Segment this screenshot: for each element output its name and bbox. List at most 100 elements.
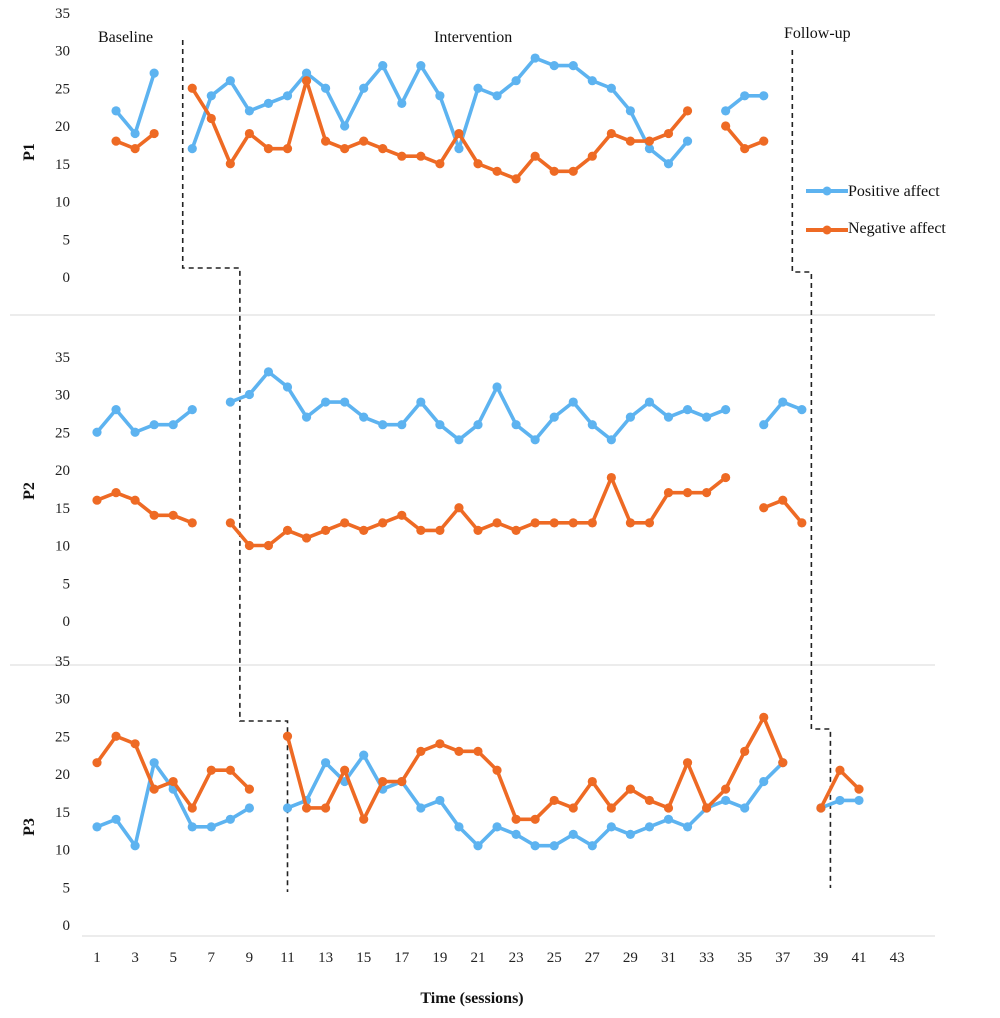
data-point-negative-affect-p1 xyxy=(130,144,140,154)
y-tick-label-p2: 0 xyxy=(63,614,71,630)
data-point-positive-affect-p3 xyxy=(130,841,140,851)
data-point-positive-affect-p3 xyxy=(111,814,121,824)
data-point-positive-affect-p2 xyxy=(568,397,578,407)
data-point-negative-affect-p3 xyxy=(835,765,845,775)
x-tick-label: 19 xyxy=(432,950,447,966)
data-point-negative-affect-p3 xyxy=(549,795,559,806)
data-point-negative-affect-p3 xyxy=(416,746,426,756)
data-point-positive-affect-p2 xyxy=(111,405,121,415)
data-point-negative-affect-p3 xyxy=(130,739,140,749)
x-tick-label: 25 xyxy=(547,950,562,966)
data-point-negative-affect-p1 xyxy=(492,166,502,176)
data-point-positive-affect-p2 xyxy=(244,389,254,400)
data-point-negative-affect-p1 xyxy=(187,83,197,93)
data-point-negative-affect-p2 xyxy=(797,518,807,528)
data-point-positive-affect-p2 xyxy=(797,405,807,415)
data-point-negative-affect-p2 xyxy=(321,525,331,536)
y-tick-label-p3: 20 xyxy=(55,767,70,783)
data-point-negative-affect-p2 xyxy=(492,518,502,528)
data-point-positive-affect-p2 xyxy=(549,412,559,422)
data-point-negative-affect-p3 xyxy=(625,784,636,794)
data-point-positive-affect-p1 xyxy=(587,76,597,86)
data-point-negative-affect-p2 xyxy=(340,518,350,528)
y-tick-label-p2: 5 xyxy=(63,576,71,592)
y-tick-label-p3: 0 xyxy=(63,918,71,934)
data-point-negative-affect-p2 xyxy=(244,540,254,551)
data-point-positive-affect-p2 xyxy=(473,420,483,430)
data-point-negative-affect-p3 xyxy=(111,731,121,741)
data-point-negative-affect-p1 xyxy=(644,136,655,146)
y-tick-label-p1: 5 xyxy=(63,232,71,248)
data-point-positive-affect-p2 xyxy=(225,397,235,407)
data-point-positive-affect-p3 xyxy=(149,758,159,768)
data-point-negative-affect-p2 xyxy=(702,488,712,498)
y-tick-label-p2: 30 xyxy=(55,388,70,404)
x-tick-label: 27 xyxy=(585,950,601,966)
legend-marker-positive-affect xyxy=(822,186,832,196)
data-point-positive-affect-p2 xyxy=(397,420,407,430)
data-point-positive-affect-p1 xyxy=(244,106,254,116)
data-point-positive-affect-p3 xyxy=(511,829,521,840)
data-point-negative-affect-p3 xyxy=(435,739,445,749)
data-point-positive-affect-p2 xyxy=(702,412,712,422)
data-point-positive-affect-p2 xyxy=(435,420,445,430)
data-point-positive-affect-p1 xyxy=(568,61,578,71)
data-point-positive-affect-p1 xyxy=(663,159,674,169)
data-point-positive-affect-p1 xyxy=(359,83,369,93)
phase-line-baseline-intervention xyxy=(181,40,289,892)
data-point-positive-affect-p1 xyxy=(454,144,464,154)
y-tick-label-p1: 30 xyxy=(55,44,70,60)
data-point-positive-affect-p2 xyxy=(759,420,769,430)
y-tick-label-p2: 25 xyxy=(55,425,70,441)
data-point-negative-affect-p3 xyxy=(721,784,731,794)
data-point-negative-affect-p3 xyxy=(854,784,864,794)
legend: Positive affect Negative affect xyxy=(806,183,946,237)
data-series xyxy=(92,53,864,851)
series-line-positive-affect-p1 xyxy=(114,71,156,136)
data-point-negative-affect-p3 xyxy=(321,803,331,813)
series-line-positive-affect-p2 xyxy=(95,407,195,435)
legend-label-negative-affect: Negative affect xyxy=(848,220,946,237)
x-axis-ticks: 1 3 5 7 9 11 13 15 17 19 21 23 25 27 29 31 33 35 37 39 41 43 xyxy=(93,950,904,966)
y-axis-ticks: 0 5 10 15 20 25 30 35 0 5 10 15 20 25 30 35 0 5 10 15 20 25 30… xyxy=(55,6,70,934)
data-point-positive-affect-p3 xyxy=(530,841,540,851)
x-tick-label: 35 xyxy=(737,950,752,966)
y-tick-label-p3: 15 xyxy=(55,805,70,821)
data-point-positive-affect-p3 xyxy=(206,822,216,832)
y-tick-label-p2: 10 xyxy=(55,539,70,555)
data-point-positive-affect-p1 xyxy=(759,91,769,101)
y-tick-label-p3: 35 xyxy=(55,654,70,670)
data-point-negative-affect-p1 xyxy=(759,136,769,146)
data-point-positive-affect-p1 xyxy=(225,76,235,86)
data-point-positive-affect-p3 xyxy=(282,803,293,813)
legend-label-positive-affect: Positive affect xyxy=(848,183,940,200)
x-tick-label: 23 xyxy=(509,950,524,966)
data-point-negative-affect-p2 xyxy=(663,488,674,498)
x-tick-label: 37 xyxy=(775,950,791,966)
data-point-negative-affect-p3 xyxy=(682,758,693,768)
data-point-positive-affect-p3 xyxy=(549,841,559,851)
data-point-positive-affect-p1 xyxy=(511,76,521,86)
data-point-positive-affect-p1 xyxy=(492,91,502,101)
data-point-positive-affect-p2 xyxy=(187,405,197,415)
data-point-negative-affect-p3 xyxy=(92,758,102,768)
data-point-positive-affect-p1 xyxy=(682,136,693,146)
data-point-negative-affect-p3 xyxy=(473,746,483,756)
data-point-negative-affect-p3 xyxy=(568,803,578,813)
data-point-positive-affect-p3 xyxy=(321,758,331,768)
data-point-negative-affect-p1 xyxy=(244,128,254,139)
data-point-negative-affect-p1 xyxy=(359,136,369,146)
data-point-negative-affect-p3 xyxy=(606,803,616,813)
data-point-negative-affect-p3 xyxy=(740,746,750,756)
panel-label-p2: P2 xyxy=(21,482,38,500)
data-point-positive-affect-p2 xyxy=(663,412,674,422)
x-tick-label: 15 xyxy=(356,950,371,966)
data-point-negative-affect-p1 xyxy=(111,136,121,146)
data-point-negative-affect-p1 xyxy=(340,144,350,154)
y-tick-label-p3: 5 xyxy=(63,880,71,896)
x-tick-label: 39 xyxy=(813,950,828,966)
data-point-positive-affect-p1 xyxy=(263,98,274,108)
data-point-negative-affect-p1 xyxy=(587,151,597,161)
x-tick-label: 1 xyxy=(93,950,101,966)
data-point-negative-affect-p1 xyxy=(454,128,464,139)
